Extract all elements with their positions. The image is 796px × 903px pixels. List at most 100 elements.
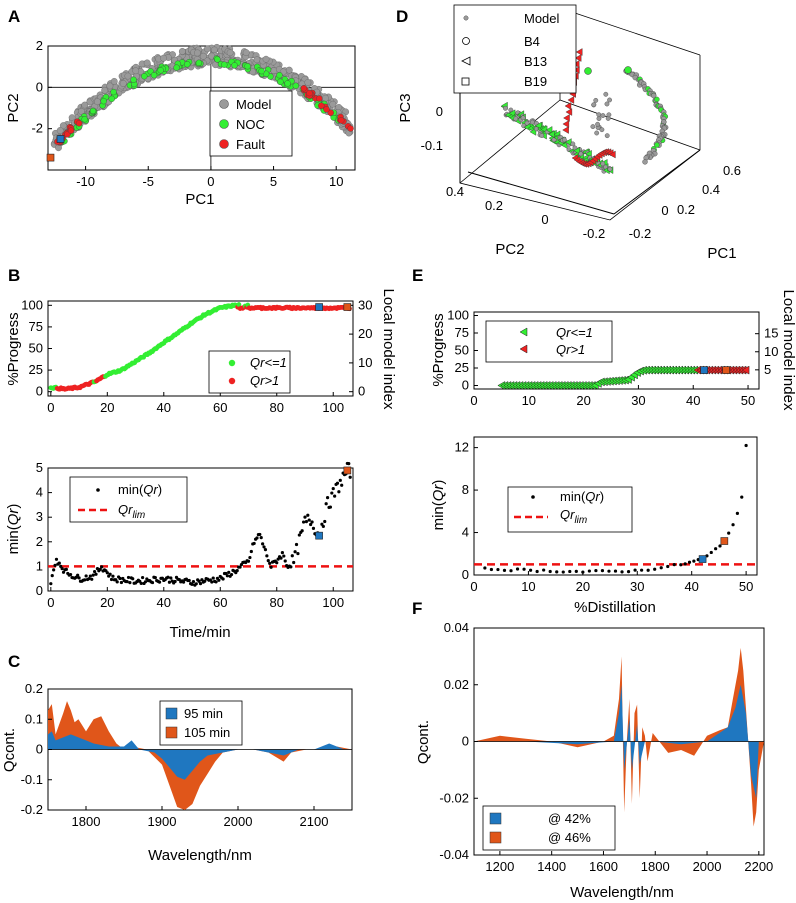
- x-tick-label: 20: [576, 579, 590, 594]
- model-point-3d: [594, 130, 600, 136]
- x-tick-label: 40: [684, 579, 698, 594]
- minqr-point: [249, 549, 253, 554]
- minqr-point: [338, 478, 342, 482]
- legend-e-minqr-marker: [531, 495, 535, 499]
- minqr-point: [574, 569, 578, 573]
- minqr-point: [509, 569, 513, 573]
- model-point-3d: [578, 151, 584, 157]
- panel-e1-ylabel: %Progress: [430, 313, 447, 386]
- minqr-point: [325, 496, 330, 500]
- y2-tick-label: 10: [764, 344, 778, 359]
- minqr-point: [60, 567, 64, 571]
- model-point: [226, 49, 234, 57]
- legend-e-qr-le1-marker: [519, 327, 528, 337]
- fault-point: [306, 89, 313, 97]
- minqr-point: [54, 557, 59, 561]
- minqr-point: [200, 578, 204, 582]
- minqr-point: [335, 481, 340, 485]
- minqr-point: [731, 523, 735, 527]
- minqr-point: [111, 574, 115, 578]
- model-point-3d: [654, 142, 660, 148]
- x-tick-label: 2000: [224, 814, 253, 829]
- b13-fault-marker: [574, 54, 582, 62]
- minqr-point: [296, 551, 300, 556]
- minqr-point: [169, 576, 173, 580]
- model-point-3d: [600, 161, 606, 167]
- minqr-point: [714, 547, 718, 551]
- minqr-point: [131, 577, 135, 581]
- y-tick-label: 25: [455, 360, 469, 375]
- panel-d-legend: Model B4 B13 B19: [453, 4, 577, 94]
- b13-fault-marker: [565, 108, 573, 116]
- y-tick-label: 0: [36, 79, 43, 94]
- noc-point: [284, 80, 291, 87]
- panel-d-zlabel: PC3: [397, 93, 414, 122]
- minqr-point: [115, 580, 119, 584]
- minqr-point: [307, 518, 311, 522]
- minqr-point: [259, 536, 263, 540]
- minqr-point: [109, 577, 114, 582]
- legend-qr-le1-marker: [228, 359, 236, 367]
- minqr-point: [515, 567, 520, 571]
- minqr-point: [128, 581, 132, 585]
- minqr-point: [235, 569, 239, 573]
- noc-point: [108, 95, 115, 103]
- minqr-point: [91, 573, 95, 577]
- minqr-point: [141, 575, 145, 580]
- x-tick-label: 40: [157, 400, 171, 415]
- x-tick-label: 20: [576, 393, 590, 408]
- y-tick-label: 0.02: [444, 677, 469, 692]
- legend-minqr-label: min(Qr): [118, 482, 162, 497]
- panel-c-area: 1800 1900 2000 2100 -0.2 -0.1 0 0.1 0.2 95 min 1…: [1, 681, 353, 864]
- minqr-point: [167, 580, 172, 584]
- x-tick-label: 2200: [744, 859, 773, 874]
- panel-a-scatter: -10 -5 0 5 10 -2 0 2 Model NOC Fault PC1 PC2: [5, 38, 356, 208]
- minqr-point: [108, 572, 112, 576]
- x-tick-label: 1800: [641, 859, 670, 874]
- highlight-point: [720, 537, 729, 545]
- minqr-point: [282, 554, 286, 558]
- legend-e-qr-gt1-marker: [519, 344, 528, 354]
- minqr-point: [555, 570, 559, 574]
- legend-d-b19-marker: [461, 77, 470, 86]
- y2-tick-label: 30: [358, 297, 372, 312]
- minqr-point: [709, 550, 713, 555]
- model-point: [270, 67, 278, 74]
- x-tick-label: 0: [470, 579, 477, 594]
- minqr-point: [581, 570, 585, 574]
- panel-label-d: D: [396, 7, 408, 26]
- y-tick-label: -0.04: [439, 847, 469, 862]
- minqr-point: [735, 511, 740, 515]
- y-tick-label: 0: [462, 734, 469, 749]
- x-tick-label: 1800: [72, 814, 101, 829]
- panel-e1-y2label: Local model index: [780, 290, 796, 411]
- model-point: [193, 49, 201, 57]
- legend-105min-label: 105 min: [184, 725, 230, 740]
- x-tick-label: 50: [739, 579, 753, 594]
- y2-tick-label: 5: [764, 362, 771, 377]
- model-point-3d: [539, 133, 545, 138]
- model-point-3d: [520, 115, 526, 121]
- minqr-point: [280, 550, 284, 555]
- minqr-point: [321, 524, 325, 529]
- panel-b1-ticks: 0 20 40 60 80 100 0 25 50 75 100 0 10 20 30: [21, 297, 372, 415]
- minqr-point: [542, 568, 546, 572]
- b13-fault-marker: [563, 114, 570, 122]
- legend-d-b13-marker: [461, 56, 471, 66]
- panel-e2-xlabel: %Distillation: [574, 599, 656, 616]
- highlight-point: [700, 366, 708, 374]
- highlight-point: [343, 466, 352, 475]
- x-tick-label: 80: [270, 400, 284, 415]
- b13-noc-marker: [573, 146, 580, 155]
- minqr-point: [522, 567, 526, 571]
- minqr-point: [150, 580, 155, 585]
- y-tick-label: 0: [36, 583, 43, 598]
- minqr-point: [502, 568, 507, 572]
- x-tick-label: 40: [686, 393, 700, 408]
- minqr-point: [600, 569, 605, 573]
- x-tick-label: 20: [100, 400, 114, 415]
- minqr-point: [306, 513, 310, 517]
- panel-d-xlabel: PC1: [707, 245, 736, 262]
- panel-label-a: A: [8, 7, 20, 26]
